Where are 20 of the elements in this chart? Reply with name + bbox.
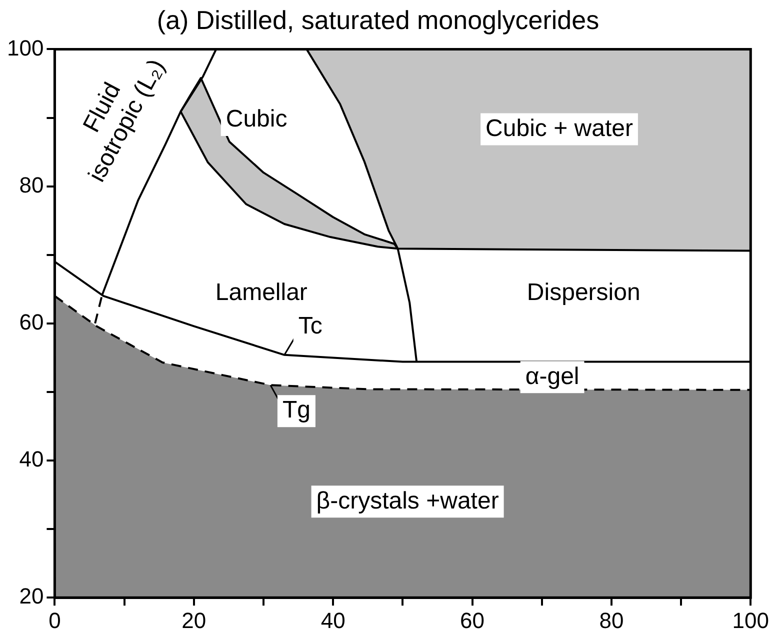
x-tick-label: 60 <box>460 608 485 633</box>
annotation: Dispersion <box>526 278 640 306</box>
annotation: α-gel <box>525 362 580 390</box>
x-tick-label: 40 <box>320 608 346 633</box>
chart-title: (a) Distilled, saturated monoglycerides <box>156 4 600 35</box>
annotation: Lamellar <box>215 278 308 306</box>
x-tick-label: 20 <box>182 608 206 633</box>
y-tick-label: 40 <box>19 446 44 472</box>
annotation: Cubic <box>226 106 288 133</box>
y-tick-label: 100 <box>6 35 44 60</box>
annotation: Tg <box>282 396 310 424</box>
y-tick-label: 80 <box>19 172 44 198</box>
x-tick-label: 80 <box>599 608 624 633</box>
x-tick-label: 0 <box>48 608 61 633</box>
annotation: Cubic + water <box>486 114 633 142</box>
y-tick-label: 20 <box>19 584 44 609</box>
x-tick-label: 100 <box>732 608 770 633</box>
annotation: β-crystals +water <box>316 487 499 514</box>
annotation: Tc <box>298 312 322 340</box>
y-tick-label: 60 <box>19 309 44 334</box>
